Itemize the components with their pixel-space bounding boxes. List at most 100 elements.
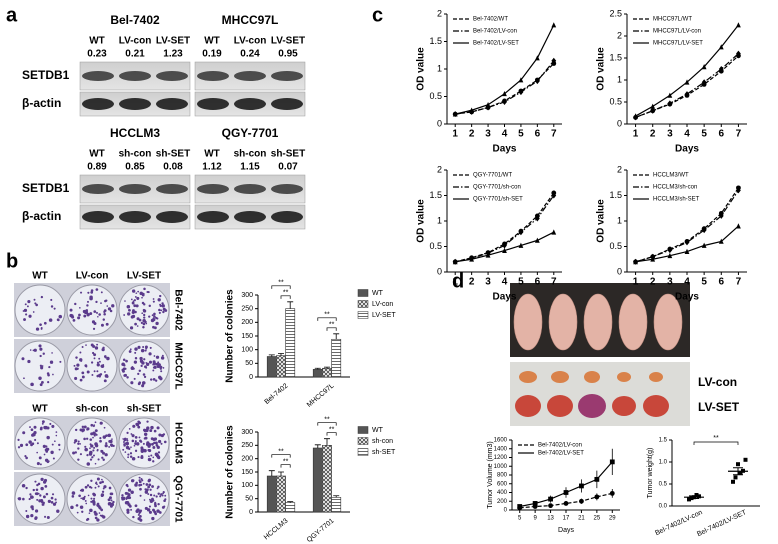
colony xyxy=(128,308,131,312)
colony xyxy=(150,425,154,430)
significance-label: ** xyxy=(713,435,719,442)
colony xyxy=(34,509,39,513)
y-tick-label: 1200 xyxy=(494,455,508,461)
colony xyxy=(162,367,165,369)
colony xyxy=(152,378,156,381)
colony xyxy=(26,305,29,308)
colony xyxy=(139,356,143,361)
x-tick-label: 3 xyxy=(485,277,491,288)
colony xyxy=(96,343,99,346)
x-tick-label: 13 xyxy=(547,516,554,522)
colony xyxy=(155,355,160,359)
x-tick-label: 5 xyxy=(518,516,522,522)
colony xyxy=(141,361,145,365)
colony xyxy=(141,296,143,299)
band xyxy=(271,98,303,110)
lane-label: WT xyxy=(204,36,220,47)
colony xyxy=(122,358,126,362)
colony xyxy=(101,514,104,518)
colony xyxy=(134,504,138,508)
colony xyxy=(83,495,86,498)
colony xyxy=(154,513,157,516)
colony xyxy=(92,502,96,506)
colony xyxy=(121,494,124,497)
y-axis-label: OD value xyxy=(596,199,607,243)
colony xyxy=(139,440,143,443)
x-tick-label: QGY-7701 xyxy=(306,518,336,544)
colony xyxy=(155,379,158,382)
colony xyxy=(158,433,162,437)
legend-label: sh-con xyxy=(372,438,393,445)
x-tick-label: 6 xyxy=(535,129,541,140)
bar xyxy=(285,308,296,378)
colony xyxy=(93,424,96,427)
y-tick-label: 1600 xyxy=(494,438,508,444)
marker xyxy=(736,22,741,28)
marker xyxy=(718,44,724,50)
colony xyxy=(128,350,132,353)
colony xyxy=(80,497,83,500)
x-tick-label: MHCC97L xyxy=(306,383,336,409)
colony xyxy=(71,495,75,498)
colony xyxy=(32,488,35,492)
legend-label: QGY-7701/WT xyxy=(473,173,512,179)
x-axis-label: Days xyxy=(675,144,699,155)
colony xyxy=(41,365,44,367)
colony xyxy=(96,448,99,451)
colony xyxy=(101,480,104,484)
column-label: WT xyxy=(32,404,48,415)
colony xyxy=(40,366,44,370)
colony xyxy=(35,492,39,496)
bar xyxy=(312,369,323,378)
y-tick-label: 1.5 xyxy=(609,52,622,62)
colony xyxy=(36,442,39,445)
colony xyxy=(149,429,153,433)
row-label: QGY-7701 xyxy=(172,475,183,523)
point xyxy=(731,479,735,484)
x-tick-label: 6 xyxy=(535,277,541,288)
y-tick-label: 0.5 xyxy=(609,96,622,106)
colony xyxy=(106,375,109,378)
colony xyxy=(129,326,134,330)
colony xyxy=(86,437,89,440)
colony xyxy=(150,378,153,381)
colony xyxy=(90,423,94,427)
panel-label: a xyxy=(6,4,18,26)
colony xyxy=(108,486,112,490)
colony xyxy=(50,496,54,500)
colony xyxy=(74,451,78,454)
colony xyxy=(97,458,100,461)
colony xyxy=(102,451,105,455)
colony xyxy=(93,497,96,500)
colony xyxy=(80,360,83,362)
blot-title: Bel-7402 xyxy=(110,13,160,27)
colony xyxy=(27,300,31,304)
colony xyxy=(145,366,148,369)
colony xyxy=(77,440,80,443)
band xyxy=(271,211,303,223)
marker xyxy=(563,490,569,495)
colony xyxy=(143,313,146,317)
colony xyxy=(48,318,53,322)
colony xyxy=(79,351,82,354)
panel-label: d xyxy=(452,270,464,292)
band xyxy=(119,211,151,223)
colony xyxy=(93,353,97,357)
colony xyxy=(139,515,142,518)
y-axis-label: OD value xyxy=(416,47,427,91)
colony xyxy=(149,488,152,491)
colony xyxy=(142,442,145,445)
colony xyxy=(157,456,161,460)
colony xyxy=(96,361,99,364)
colony xyxy=(107,433,112,438)
colony xyxy=(148,448,152,453)
colony xyxy=(54,498,57,501)
marker xyxy=(684,91,690,98)
colony xyxy=(137,372,140,376)
colony xyxy=(91,374,94,376)
colony xyxy=(58,314,63,319)
colony xyxy=(140,364,143,367)
colony xyxy=(134,449,138,452)
legend-swatch xyxy=(357,300,369,308)
colony xyxy=(126,485,129,488)
